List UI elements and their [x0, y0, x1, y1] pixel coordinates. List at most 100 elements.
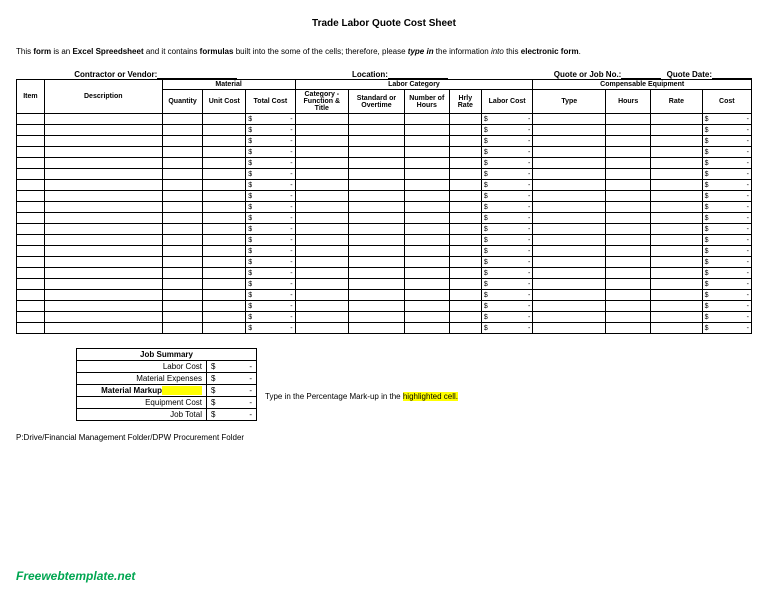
- cell[interactable]: [203, 191, 246, 202]
- cell[interactable]: [404, 301, 449, 312]
- cell[interactable]: $-: [246, 136, 295, 147]
- cell[interactable]: [533, 257, 606, 268]
- cell[interactable]: [44, 279, 162, 290]
- cell[interactable]: [17, 202, 45, 213]
- cell[interactable]: [606, 312, 651, 323]
- cell[interactable]: [606, 257, 651, 268]
- cell[interactable]: [533, 213, 606, 224]
- cell[interactable]: $-: [246, 125, 295, 136]
- cell[interactable]: $-: [246, 235, 295, 246]
- cell[interactable]: [44, 290, 162, 301]
- cell[interactable]: [203, 213, 246, 224]
- cell[interactable]: $-: [481, 301, 532, 312]
- cell[interactable]: [651, 169, 702, 180]
- cell[interactable]: [349, 279, 405, 290]
- cell[interactable]: [606, 268, 651, 279]
- cell[interactable]: [162, 202, 203, 213]
- cell[interactable]: $-: [481, 235, 532, 246]
- cell[interactable]: [349, 125, 405, 136]
- cell[interactable]: [651, 125, 702, 136]
- cell[interactable]: [404, 136, 449, 147]
- cell[interactable]: $-: [702, 213, 751, 224]
- cell[interactable]: [651, 224, 702, 235]
- cell[interactable]: [533, 246, 606, 257]
- cell[interactable]: [651, 202, 702, 213]
- cell[interactable]: [404, 323, 449, 334]
- cell[interactable]: $-: [481, 136, 532, 147]
- cell[interactable]: [44, 180, 162, 191]
- cell[interactable]: $-: [702, 301, 751, 312]
- cell[interactable]: [606, 114, 651, 125]
- cell[interactable]: [162, 257, 203, 268]
- cell[interactable]: [295, 180, 349, 191]
- cell[interactable]: $-: [702, 125, 751, 136]
- cell[interactable]: $-: [481, 191, 532, 202]
- cell[interactable]: [44, 114, 162, 125]
- cell[interactable]: [203, 180, 246, 191]
- cell[interactable]: [162, 125, 203, 136]
- cell[interactable]: [606, 224, 651, 235]
- cell[interactable]: [44, 257, 162, 268]
- cell[interactable]: [449, 290, 481, 301]
- cell[interactable]: [606, 136, 651, 147]
- cell[interactable]: [349, 180, 405, 191]
- cell[interactable]: [162, 213, 203, 224]
- cell[interactable]: $-: [481, 290, 532, 301]
- cell[interactable]: [449, 235, 481, 246]
- cell[interactable]: $-: [702, 224, 751, 235]
- cell[interactable]: [295, 158, 349, 169]
- cell[interactable]: [203, 312, 246, 323]
- cell[interactable]: [17, 136, 45, 147]
- cell[interactable]: [203, 136, 246, 147]
- cell[interactable]: [404, 279, 449, 290]
- cell[interactable]: [295, 235, 349, 246]
- quote-no-field[interactable]: [621, 70, 661, 79]
- cell[interactable]: [533, 191, 606, 202]
- cell[interactable]: [295, 279, 349, 290]
- cell[interactable]: [162, 323, 203, 334]
- cell[interactable]: [533, 235, 606, 246]
- cell[interactable]: [606, 279, 651, 290]
- cell[interactable]: [295, 257, 349, 268]
- cell[interactable]: [651, 312, 702, 323]
- cell[interactable]: [295, 312, 349, 323]
- cell[interactable]: [44, 191, 162, 202]
- cell[interactable]: [449, 125, 481, 136]
- quote-date-field[interactable]: [712, 70, 752, 79]
- cell[interactable]: [203, 323, 246, 334]
- cell[interactable]: [44, 169, 162, 180]
- cell[interactable]: [203, 301, 246, 312]
- cell[interactable]: [44, 202, 162, 213]
- cell[interactable]: [349, 235, 405, 246]
- cell[interactable]: [404, 268, 449, 279]
- contractor-field[interactable]: [157, 70, 237, 79]
- cell[interactable]: $-: [246, 268, 295, 279]
- cell[interactable]: [295, 268, 349, 279]
- cell[interactable]: [404, 246, 449, 257]
- cell[interactable]: [449, 180, 481, 191]
- cell[interactable]: [349, 213, 405, 224]
- cell[interactable]: [44, 158, 162, 169]
- cell[interactable]: [162, 147, 203, 158]
- cell[interactable]: $-: [246, 257, 295, 268]
- cell[interactable]: [44, 323, 162, 334]
- cell[interactable]: [295, 301, 349, 312]
- cell[interactable]: [533, 224, 606, 235]
- cell[interactable]: [651, 268, 702, 279]
- cell[interactable]: [203, 246, 246, 257]
- cell[interactable]: [533, 202, 606, 213]
- cell[interactable]: [17, 257, 45, 268]
- location-field[interactable]: [388, 70, 448, 79]
- cell[interactable]: [203, 202, 246, 213]
- cell[interactable]: [449, 312, 481, 323]
- cell[interactable]: $-: [481, 202, 532, 213]
- cell[interactable]: [203, 290, 246, 301]
- cell[interactable]: [162, 301, 203, 312]
- cell[interactable]: [606, 147, 651, 158]
- cell[interactable]: $-: [702, 147, 751, 158]
- cell[interactable]: [533, 268, 606, 279]
- cell[interactable]: $-: [481, 158, 532, 169]
- cell[interactable]: [349, 114, 405, 125]
- summary-value[interactable]: $-: [207, 361, 257, 373]
- cell[interactable]: $-: [246, 323, 295, 334]
